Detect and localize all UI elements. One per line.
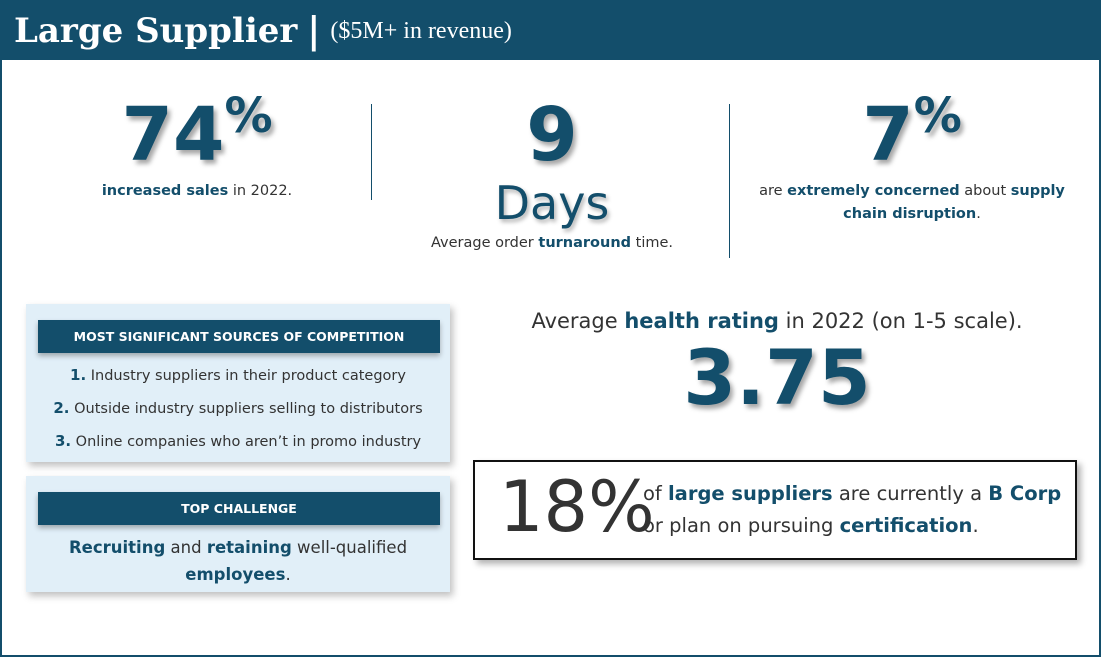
stat-turnaround-caption-pre: Average order — [430, 235, 539, 251]
competition-item-1-number: 1. — [70, 366, 87, 384]
stat-turnaround-value: 9 — [526, 92, 578, 178]
bcorp-bold3: certification — [839, 514, 973, 537]
stat-sales-caption-rest: in 2022. — [228, 183, 293, 199]
bcorp-end: . — [972, 514, 979, 537]
bcorp-callout: 18% of large suppliers are currently a B… — [473, 460, 1077, 560]
page-title: Large Supplier — [14, 11, 298, 51]
page-subtitle: ($5M+ in revenue) — [330, 17, 512, 44]
challenge-text: Recruiting and retaining well-qualified … — [56, 534, 420, 588]
health-rating-caption: Average health rating in 2022 (on 1-5 sc… — [477, 309, 1077, 333]
challenge-bold3: employees — [185, 565, 286, 584]
stat-turnaround-unit: Days — [494, 176, 610, 230]
competition-heading: MOST SIGNIFICANT SOURCES OF COMPETITION — [38, 320, 440, 353]
challenge-panel: TOP CHALLENGE Recruiting and retaining w… — [26, 476, 450, 592]
health-caption-pre: Average — [531, 309, 625, 333]
competition-item-3-text: Online companies who aren’t in promo ind… — [71, 434, 422, 450]
stat-sales-unit: % — [224, 88, 273, 144]
header-bar: Large Supplier | ($5M+ in revenue) — [2, 2, 1099, 60]
challenge-mid1: and — [165, 538, 207, 557]
challenge-bold1: Recruiting — [68, 538, 166, 557]
stat-turnaround: 9 Days Average order turnaround time. — [402, 98, 702, 255]
bcorp-mid: are currently a — [832, 482, 989, 505]
health-rating-value: 3.75 — [683, 333, 871, 422]
stat-concern-number: 7 — [862, 92, 914, 178]
stat-concern-unit: % — [913, 88, 962, 144]
bcorp-text: of large suppliers are currently a B Cor… — [643, 478, 1063, 542]
stat-concern-caption-post: . — [976, 206, 981, 222]
divider-2 — [729, 104, 730, 258]
competition-panel: MOST SIGNIFICANT SOURCES OF COMPETITION … — [26, 304, 450, 462]
challenge-heading: TOP CHALLENGE — [38, 492, 440, 525]
bcorp-value: 18% — [499, 466, 655, 548]
stat-concern-caption-bold2: supply chain disruption — [843, 183, 1065, 222]
stat-sales: 74% increased sales in 2022. — [82, 92, 312, 203]
competition-item-1: 1. Industry suppliers in their product c… — [26, 366, 450, 384]
competition-item-2-text: Outside industry suppliers selling to di… — [69, 401, 423, 417]
stat-concern: 7% are extremely concerned about supply … — [747, 92, 1077, 226]
competition-item-2-number: 2. — [53, 399, 70, 417]
challenge-mid2: well-qualified — [291, 538, 408, 557]
stat-turnaround-caption-bold: turnaround — [538, 235, 632, 251]
bcorp-bold2: B Corp — [988, 482, 1062, 505]
competition-item-3-number: 3. — [54, 432, 72, 450]
stat-sales-number: 74 — [121, 92, 225, 178]
bcorp-mid2: or plan on pursuing — [643, 514, 840, 537]
stat-concern-caption-pre: are — [759, 183, 788, 199]
divider-1 — [371, 104, 372, 200]
challenge-bold2: retaining — [206, 538, 292, 557]
stat-concern-caption: are extremely concerned about supply cha… — [747, 180, 1077, 226]
stat-concern-caption-bold1: extremely concerned — [787, 183, 960, 199]
stat-sales-caption-bold: increased sales — [101, 183, 229, 199]
competition-item-1-text: Industry suppliers in their product cate… — [86, 368, 406, 384]
bcorp-bold1: large suppliers — [668, 482, 833, 505]
stat-turnaround-caption: Average order turnaround time. — [402, 232, 702, 255]
bcorp-pre: of — [643, 482, 668, 505]
stat-sales-caption: increased sales in 2022. — [82, 180, 312, 203]
stat-sales-value: 74% — [82, 92, 312, 172]
competition-item-3: 3. Online companies who aren’t in promo … — [26, 432, 450, 450]
health-caption-bold: health rating — [624, 309, 779, 333]
stat-concern-caption-mid: about — [959, 183, 1011, 199]
stat-turnaround-caption-post: time. — [631, 235, 674, 251]
title-separator: | — [307, 10, 321, 52]
competition-item-2: 2. Outside industry suppliers selling to… — [26, 399, 450, 417]
stat-concern-value: 7% — [747, 92, 1077, 172]
challenge-end: . — [285, 565, 291, 584]
health-caption-post: in 2022 (on 1-5 scale). — [778, 309, 1023, 333]
